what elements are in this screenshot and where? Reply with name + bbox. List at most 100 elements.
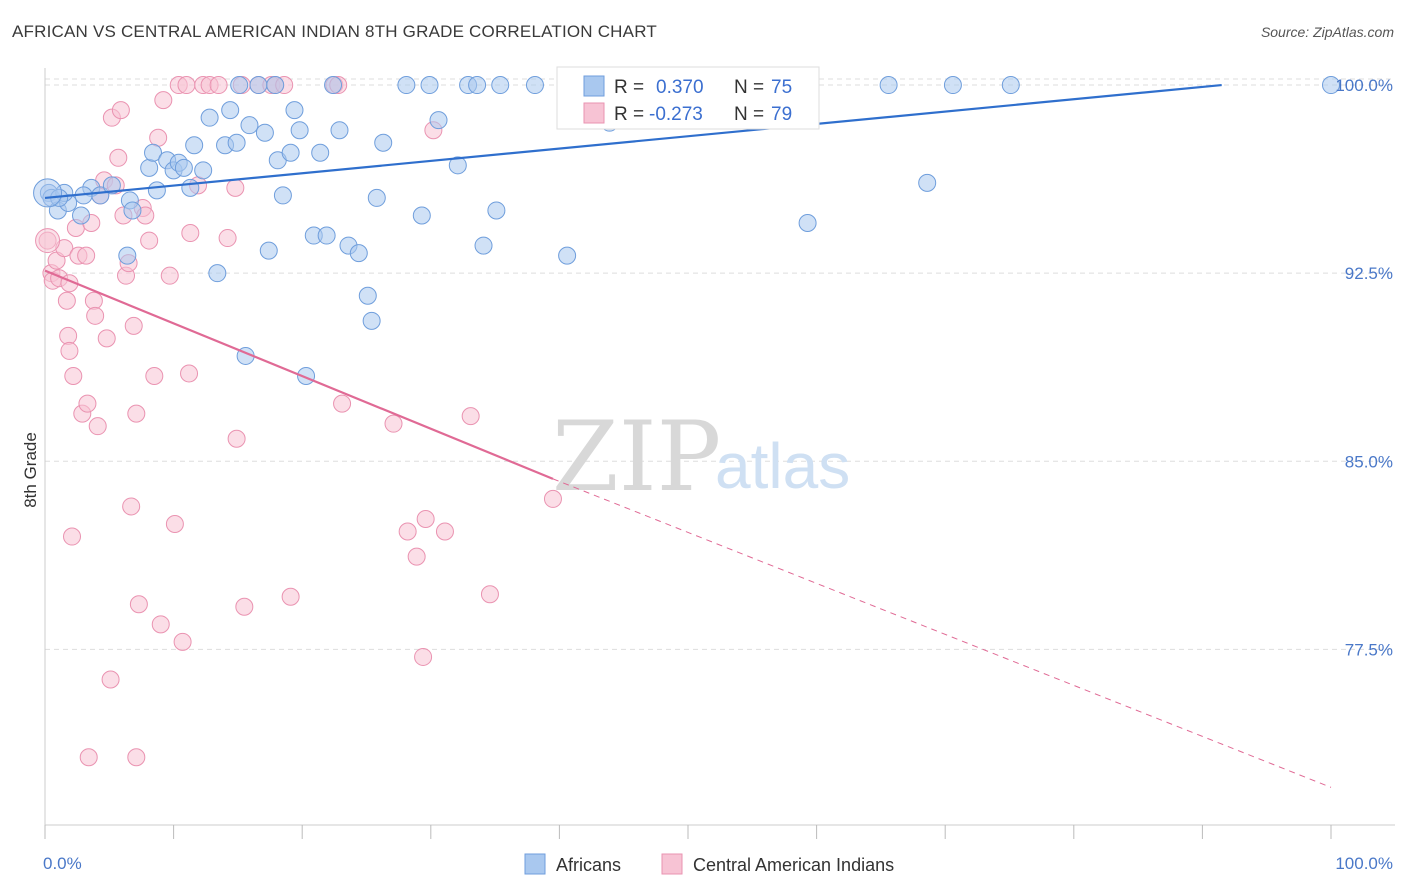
trend-line-africans: [44, 83, 1222, 200]
data-point-africans: [208, 264, 227, 283]
legend-box: R = 0.370 N = 75 R = -0.273 N = 79: [556, 66, 820, 130]
y-tick-label: 100.0%: [1335, 76, 1393, 95]
data-point-central-american-indians: [59, 326, 78, 345]
bottom-legend-swatch-africans: [524, 853, 546, 875]
data-point-central-american-indians: [64, 367, 83, 386]
data-point-africans: [144, 143, 163, 162]
data-point-africans: [102, 176, 121, 195]
data-point-africans: [367, 188, 386, 207]
data-point-africans: [525, 76, 544, 95]
data-point-central-american-indians: [140, 231, 159, 250]
chart-title: AFRICAN VS CENTRAL AMERICAN INDIAN 8TH G…: [12, 22, 657, 41]
bottom-legend-africans: Africans: [556, 855, 621, 875]
data-point-africans: [330, 121, 349, 140]
data-point-africans: [491, 76, 510, 95]
data-point-africans: [147, 181, 166, 200]
data-point-africans: [918, 173, 937, 192]
x-tick-label: 100.0%: [1335, 854, 1393, 873]
data-point-central-american-indians: [97, 329, 116, 348]
watermark-zip: ZIP: [552, 401, 721, 513]
data-point-africans: [230, 76, 249, 95]
data-point-africans: [420, 76, 439, 95]
data-point-africans: [1001, 76, 1020, 95]
legend-n-value-2: 79: [771, 104, 792, 125]
y-tick-label: 85.0%: [1345, 452, 1393, 471]
data-point-central-american-indians: [226, 178, 245, 197]
data-point-central-american-indians: [79, 748, 98, 767]
legend-swatch-central-american-indians: [583, 102, 605, 124]
data-point-central-american-indians: [127, 404, 146, 423]
y-tick-label: 77.5%: [1345, 640, 1393, 659]
data-point-central-american-indians: [180, 364, 199, 383]
data-point-central-american-indians: [165, 515, 184, 534]
data-point-central-american-indians: [63, 527, 82, 546]
data-point-central-american-indians: [461, 407, 480, 426]
data-point-africans: [798, 214, 817, 233]
data-point-central-american-indians: [60, 341, 79, 360]
data-point-central-american-indians: [160, 266, 179, 285]
x-tick-labels: 0.0% 100.0%: [43, 854, 1393, 873]
data-point-africans: [943, 76, 962, 95]
data-point-africans: [259, 241, 278, 260]
data-point-africans: [72, 206, 91, 225]
data-point-africans: [558, 246, 577, 265]
data-point-central-american-indians: [218, 229, 237, 248]
data-point-central-american-indians: [181, 224, 200, 243]
data-point-africans: [311, 143, 330, 162]
y-axis-label: 8th Grade: [21, 432, 40, 508]
data-point-africans: [227, 133, 246, 152]
data-point-africans: [273, 186, 292, 205]
data-point-africans: [255, 123, 274, 142]
trend-lines: [44, 83, 1332, 788]
data-point-africans: [174, 158, 193, 177]
legend-r-value-2: -0.273: [649, 104, 703, 125]
data-point-africans: [285, 101, 304, 120]
data-point-central-american-indians: [88, 417, 107, 436]
data-point-africans: [412, 206, 431, 225]
data-point-central-american-indians: [84, 291, 103, 310]
data-point-africans: [879, 76, 898, 95]
data-point-central-american-indians: [543, 489, 562, 508]
data-point-central-american-indians: [209, 76, 228, 95]
data-point-central-american-indians: [124, 316, 143, 335]
data-point-central-american-indians: [177, 76, 196, 95]
bottom-legend-swatch-central-american-indians: [661, 853, 683, 875]
data-point-central-american-indians: [173, 632, 192, 651]
data-point-africans: [1322, 76, 1340, 95]
data-point-africans: [290, 121, 309, 140]
bottom-legend-central-american-indians: Central American Indians: [693, 855, 894, 875]
data-point-africans: [249, 76, 268, 95]
data-point-africans: [118, 246, 137, 265]
data-point-africans: [185, 136, 204, 155]
data-point-central-american-indians: [127, 748, 146, 767]
legend-r-label-1: R =: [614, 77, 644, 98]
data-point-central-american-indians: [154, 91, 173, 110]
data-point-central-american-indians: [384, 414, 403, 433]
trend-line-extension-central-american-indians: [552, 478, 1332, 788]
data-point-africans: [474, 236, 493, 255]
data-point-central-american-indians: [398, 522, 417, 541]
data-point-central-american-indians: [435, 522, 454, 541]
legend-r-value-1: 0.370: [656, 77, 704, 98]
data-point-central-american-indians: [78, 394, 97, 413]
data-point-africans: [194, 161, 213, 180]
data-point-central-american-indians: [151, 615, 170, 634]
data-point-central-american-indians: [281, 587, 300, 606]
data-point-africans: [281, 143, 300, 162]
data-point-central-american-indians: [333, 394, 352, 413]
data-point-central-american-indians: [149, 128, 168, 147]
legend-swatch-africans: [583, 75, 605, 97]
data-point-central-american-indians: [480, 585, 499, 604]
data-point-africans: [362, 311, 381, 330]
data-point-africans: [140, 158, 159, 177]
data-point-africans: [200, 108, 219, 127]
trend-line-central-american-indians: [44, 269, 554, 480]
data-point-central-american-indians: [86, 306, 105, 325]
legend-n-label-1: N =: [734, 77, 764, 98]
bottom-legend: Africans Central American Indians: [524, 853, 894, 875]
y-tick-label: 92.5%: [1345, 264, 1393, 283]
data-point-africans: [33, 178, 63, 208]
data-point-africans: [349, 244, 368, 263]
data-point-africans: [123, 201, 142, 220]
data-point-africans: [448, 156, 467, 175]
